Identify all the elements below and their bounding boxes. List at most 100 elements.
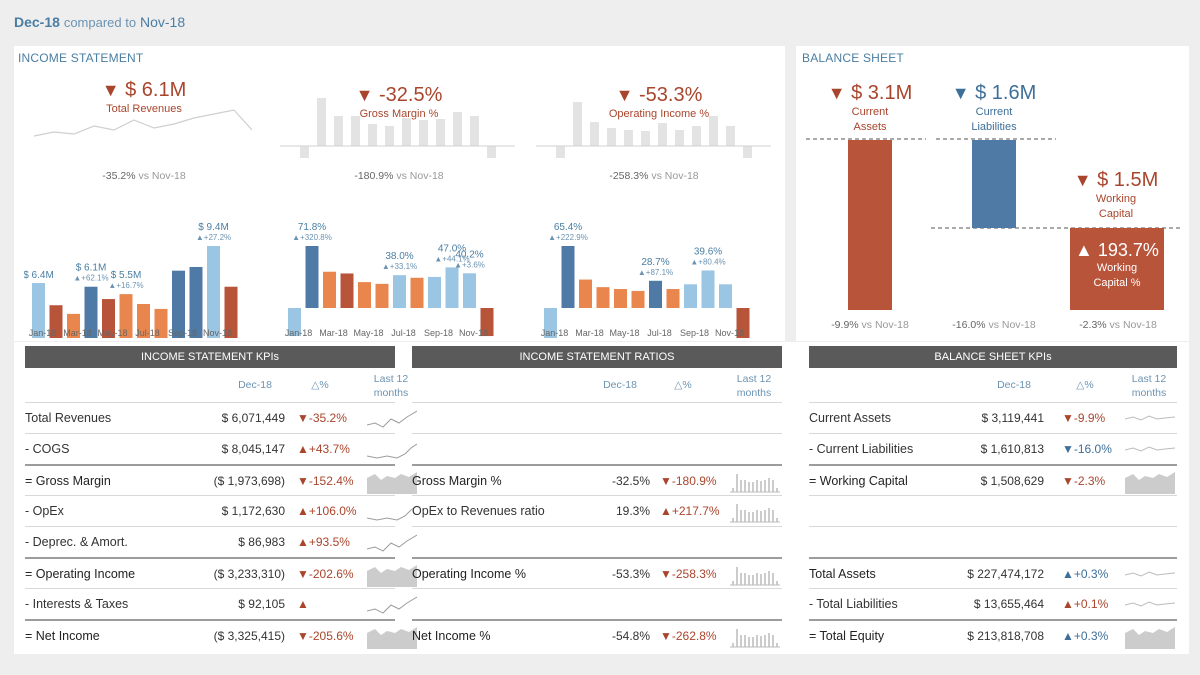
spark-bar bbox=[624, 130, 633, 146]
bar-Oct-18[interactable] bbox=[445, 267, 459, 308]
table-row[interactable]: = Total Equity $ 213,818,708 ▲+0.3% bbox=[809, 619, 1177, 650]
down-arrow-icon: ▼ bbox=[951, 83, 970, 103]
kpi-total-revenues[interactable]: ▼ $ 6.1M Total Revenues bbox=[74, 79, 214, 117]
bar-May-18[interactable] bbox=[102, 299, 115, 338]
table-row[interactable] bbox=[809, 495, 1177, 526]
bar-Jan-18[interactable] bbox=[32, 283, 45, 338]
bar-Jan-18[interactable] bbox=[544, 308, 557, 338]
bar-Oct-18[interactable] bbox=[701, 270, 715, 308]
working-capital-ratio[interactable]: ▲ 193.7% Working Capital % bbox=[1075, 240, 1159, 289]
current-period[interactable]: Dec-18 bbox=[14, 14, 60, 30]
column-header-delta[interactable]: △% bbox=[674, 379, 692, 391]
table-row[interactable] bbox=[412, 588, 782, 619]
column-header-period[interactable]: Dec-18 bbox=[238, 379, 272, 391]
bar-Mar-18[interactable] bbox=[323, 271, 336, 308]
change-label: ▲+87.1% bbox=[638, 268, 673, 277]
table-row[interactable]: - Interests & Taxes $ 92,105 ▲ bbox=[25, 588, 417, 619]
bar-Jun-18[interactable] bbox=[119, 294, 133, 338]
table-row[interactable] bbox=[412, 433, 782, 464]
current-assets-bar bbox=[848, 140, 892, 310]
bar-Aug-18[interactable] bbox=[666, 289, 680, 308]
table-row[interactable]: = Net Income ($ 3,325,415) ▼-205.6% bbox=[25, 619, 417, 650]
bar-Apr-18[interactable] bbox=[596, 287, 610, 308]
x-tick-label: May-18 bbox=[609, 328, 639, 338]
data-label: $ 6.1M bbox=[76, 263, 107, 274]
bar-Jun-18[interactable] bbox=[631, 290, 645, 308]
table-row[interactable]: = Working Capital $ 1,508,629 ▼-2.3% bbox=[809, 464, 1177, 495]
bar-Nov-18[interactable] bbox=[719, 284, 732, 308]
bar-Feb-18[interactable] bbox=[49, 305, 63, 338]
bar-Feb-18[interactable] bbox=[561, 246, 575, 308]
kpi-working-capital[interactable]: ▼ $ 1.5M Working Capital bbox=[1073, 169, 1159, 220]
table-row[interactable]: - OpEx $ 1,172,630 ▲+106.0% bbox=[25, 495, 417, 526]
table-row[interactable]: - Deprec. & Amort. $ 86,983 ▲+93.5% bbox=[25, 526, 417, 557]
table-row[interactable]: Gross Margin % -32.5% ▼-180.9% bbox=[412, 464, 782, 495]
table-row[interactable]: OpEx to Revenues ratio 19.3% ▲+217.7% bbox=[412, 495, 782, 526]
bar-Jul-18[interactable] bbox=[649, 280, 662, 308]
bar-Oct-18[interactable] bbox=[189, 266, 203, 338]
gross-margin-monthly-chart[interactable]: -32.5%71.8%▲+320.8%38.0%▲+33.1%47.0%▲+44… bbox=[280, 198, 520, 338]
bar-Jan-18[interactable] bbox=[288, 308, 301, 337]
kpi-operating-income[interactable]: ▼ -53.3% Operating Income % bbox=[589, 84, 729, 122]
table-row[interactable] bbox=[809, 526, 1177, 557]
bar-Sep-18[interactable] bbox=[684, 284, 697, 308]
bar-Sep-18[interactable] bbox=[428, 276, 441, 308]
table-row[interactable]: - COGS $ 8,045,147 ▲+43.7% bbox=[25, 433, 417, 464]
bar-Dec-18[interactable] bbox=[480, 308, 494, 337]
column-header-period[interactable]: Dec-18 bbox=[997, 379, 1031, 391]
bar-Dec-18[interactable] bbox=[224, 286, 238, 338]
bar-Jun-18[interactable] bbox=[375, 283, 389, 308]
table-row[interactable]: Net Income % -54.8% ▼-262.8% bbox=[412, 619, 782, 650]
row-delta: ▼-152.4% bbox=[297, 474, 354, 488]
bar-May-18[interactable] bbox=[614, 289, 627, 308]
row-label: Net Income % bbox=[412, 629, 491, 643]
balance-waterfall-chart[interactable] bbox=[796, 46, 1189, 341]
table-row[interactable]: Total Assets $ 227,474,172 ▲+0.3% bbox=[809, 557, 1177, 588]
bar-Mar-18[interactable] bbox=[579, 279, 592, 308]
bar-Aug-18[interactable] bbox=[154, 308, 168, 338]
revenues-monthly-chart[interactable]: $ 6.4M $ 6.1M▲+62.1% $ 5.5M▲+16.7% $ 9.4M▲+… bbox=[24, 198, 264, 338]
bar-Mar-18[interactable] bbox=[67, 313, 80, 338]
table-row[interactable]: = Operating Income ($ 3,233,310) ▼-202.6% bbox=[25, 557, 417, 588]
bar-Jul-18[interactable] bbox=[393, 275, 406, 308]
bar-Feb-18[interactable] bbox=[305, 246, 319, 308]
bar-Apr-18[interactable] bbox=[84, 286, 98, 338]
operating-income-monthly-chart[interactable]: -53.3%65.4%▲+222.9%28.7%▲+87.1%39.6%▲+80… bbox=[536, 198, 776, 338]
bar-Aug-18[interactable] bbox=[410, 277, 424, 308]
x-tick-label: Sep-18 bbox=[168, 328, 197, 338]
table-row[interactable]: Current Assets $ 3,119,441 ▼-9.9% bbox=[809, 402, 1177, 433]
bar-Nov-18[interactable] bbox=[463, 273, 476, 308]
income-statement-title: INCOME STATEMENT bbox=[18, 51, 144, 65]
row-label: - Deprec. & Amort. bbox=[25, 535, 128, 549]
spark-bar bbox=[487, 146, 496, 158]
column-header-delta[interactable]: △% bbox=[311, 379, 329, 391]
table-row[interactable] bbox=[412, 526, 782, 557]
column-header-delta[interactable]: △% bbox=[1076, 379, 1094, 391]
kpi-current-liabilities[interactable]: ▼ $ 1.6M Current Liabilities bbox=[951, 82, 1037, 133]
data-label: 65.4% bbox=[554, 222, 582, 233]
table-row[interactable]: Total Revenues $ 6,071,449 ▼-35.2% bbox=[25, 402, 417, 433]
bar-May-18[interactable] bbox=[358, 282, 371, 308]
row-delta: ▲+0.3% bbox=[1062, 629, 1109, 643]
compare-period[interactable]: Nov-18 bbox=[139, 14, 186, 30]
row-value: ($ 3,325,415) bbox=[213, 629, 285, 643]
row-value: -32.5% bbox=[611, 474, 650, 488]
table-row[interactable] bbox=[412, 402, 782, 433]
bar-Nov-18[interactable] bbox=[207, 246, 220, 338]
column-header-trend[interactable]: Last 12 months bbox=[1131, 373, 1167, 399]
change-label: ▲+27.2% bbox=[196, 233, 231, 242]
column-header-trend[interactable]: Last 12 months bbox=[373, 373, 409, 399]
kpi-current-assets[interactable]: ▼ $ 3.1M Current Assets bbox=[827, 82, 913, 133]
table-row[interactable]: - Current Liabilities $ 1,610,813 ▼-16.0% bbox=[809, 433, 1177, 464]
table-row[interactable]: = Gross Margin ($ 1,973,698) ▼-152.4% bbox=[25, 464, 417, 495]
spark-bar bbox=[351, 116, 360, 146]
bar-Dec-18[interactable] bbox=[736, 308, 750, 338]
bar-Apr-18[interactable] bbox=[340, 273, 354, 308]
table-row[interactable]: Operating Income % -53.3% ▼-258.3% bbox=[412, 557, 782, 588]
column-header-trend[interactable]: Last 12 months bbox=[736, 373, 772, 399]
bar-Jul-18[interactable] bbox=[137, 304, 150, 338]
table-row[interactable]: - Total Liabilities $ 13,655,464 ▲+0.1% bbox=[809, 588, 1177, 619]
column-header-period[interactable]: Dec-18 bbox=[603, 379, 637, 391]
bar-Sep-18[interactable] bbox=[172, 270, 185, 338]
kpi-gross-margin[interactable]: ▼ -32.5% Gross Margin % bbox=[334, 84, 464, 122]
